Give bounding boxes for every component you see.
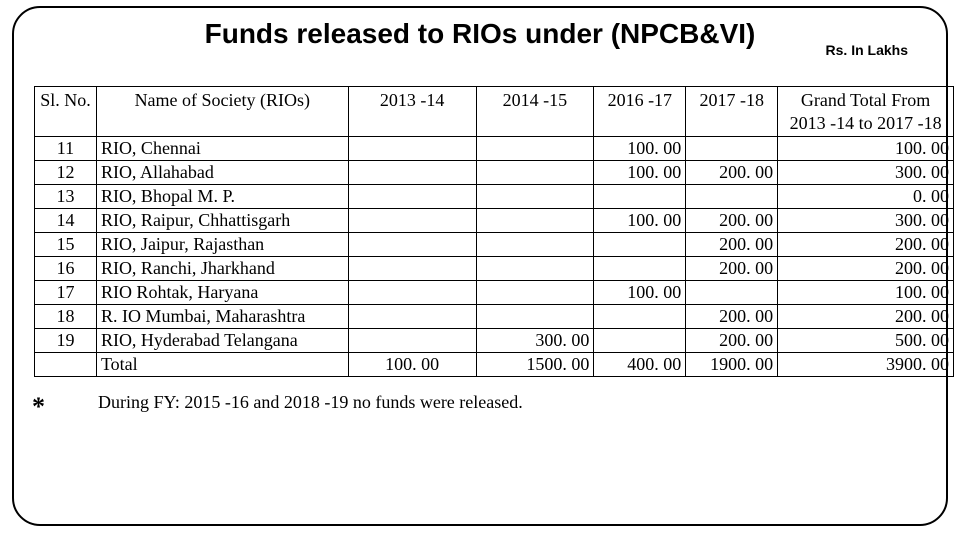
cell-2013-14 bbox=[348, 281, 476, 305]
cell-2017-18: 200. 00 bbox=[686, 209, 778, 233]
table-row: 18R. IO Mumbai, Maharashtra 200. 00200. 0… bbox=[35, 305, 954, 329]
table-row: 14RIO, Raipur, Chhattisgarh 100. 00200. 0… bbox=[35, 209, 954, 233]
cell-total-2017-18: 1900. 00 bbox=[686, 353, 778, 377]
cell-name: RIO, Ranchi, Jharkhand bbox=[96, 257, 348, 281]
col-header-2017-18: 2017 -18 bbox=[686, 87, 778, 137]
cell-grand-total: 200. 00 bbox=[778, 257, 954, 281]
col-header-2013-14: 2013 -14 bbox=[348, 87, 476, 137]
col-header-grand-total: Grand Total From 2013 -14 to 2017 -18 bbox=[778, 87, 954, 137]
cell-slno: 18 bbox=[35, 305, 97, 329]
cell-slno: 15 bbox=[35, 233, 97, 257]
cell-name: RIO, Raipur, Chhattisgarh bbox=[96, 209, 348, 233]
cell-2014-15 bbox=[476, 209, 594, 233]
page-title: Funds released to RIOs under (NPCB&VI) bbox=[14, 18, 946, 50]
table-row: 15RIO, Jaipur, Rajasthan 200. 00200. 00 bbox=[35, 233, 954, 257]
cell-2017-18 bbox=[686, 185, 778, 209]
footnote-text: During FY: 2015 -16 and 2018 -19 no fund… bbox=[98, 392, 523, 413]
cell-2017-18: 200. 00 bbox=[686, 305, 778, 329]
slide-frame: Funds released to RIOs under (NPCB&VI) R… bbox=[12, 6, 948, 526]
footnote-marker: * bbox=[32, 392, 45, 422]
cell-grand-total: 0. 00 bbox=[778, 185, 954, 209]
table-body: 11RIO, Chennai100. 00100. 0012RIO, Allah… bbox=[35, 137, 954, 377]
table-row: 11RIO, Chennai 100. 00 100. 00 bbox=[35, 137, 954, 161]
cell-name: RIO, Chennai bbox=[96, 137, 348, 161]
table-row: 19RIO, Hyderabad Telangana 300. 00 200. 00… bbox=[35, 329, 954, 353]
cell-grand-total: 300. 00 bbox=[778, 209, 954, 233]
col-header-slno: Sl. No. bbox=[35, 87, 97, 137]
cell-name: RIO, Allahabad bbox=[96, 161, 348, 185]
cell-2017-18 bbox=[686, 281, 778, 305]
table-header-row: Sl. No. Name of Society (RIOs) 2013 -14 … bbox=[35, 87, 954, 137]
cell-2017-18 bbox=[686, 137, 778, 161]
table-row: 17RIO Rohtak, Haryana 100. 00 100. 00 bbox=[35, 281, 954, 305]
cell-slno: 12 bbox=[35, 161, 97, 185]
cell-2016-17: 100. 00 bbox=[594, 209, 686, 233]
table-total-row: Total100. 001500. 00400. 001900. 003900.… bbox=[35, 353, 954, 377]
cell-2017-18: 200. 00 bbox=[686, 257, 778, 281]
cell-2016-17 bbox=[594, 185, 686, 209]
table-row: 16RIO, Ranchi, Jharkhand 200. 00200. 00 bbox=[35, 257, 954, 281]
cell-2016-17: 100. 00 bbox=[594, 281, 686, 305]
cell-2013-14 bbox=[348, 185, 476, 209]
cell-slno: 16 bbox=[35, 257, 97, 281]
cell-slno: 14 bbox=[35, 209, 97, 233]
cell-2016-17: 100. 00 bbox=[594, 137, 686, 161]
cell-total-2016-17: 400. 00 bbox=[594, 353, 686, 377]
unit-subtitle: Rs. In Lakhs bbox=[826, 42, 908, 58]
cell-2017-18: 200. 00 bbox=[686, 329, 778, 353]
cell-slno: 19 bbox=[35, 329, 97, 353]
funds-table: Sl. No. Name of Society (RIOs) 2013 -14 … bbox=[34, 86, 954, 377]
cell-grand-total: 500. 00 bbox=[778, 329, 954, 353]
cell-2013-14 bbox=[348, 209, 476, 233]
cell-total-2013-14: 100. 00 bbox=[348, 353, 476, 377]
cell-total-grand: 3900. 00 bbox=[778, 353, 954, 377]
cell-name: RIO, Jaipur, Rajasthan bbox=[96, 233, 348, 257]
cell-2017-18: 200. 00 bbox=[686, 161, 778, 185]
cell-2014-15 bbox=[476, 185, 594, 209]
col-header-2016-17: 2016 -17 bbox=[594, 87, 686, 137]
cell-grand-total: 100. 00 bbox=[778, 281, 954, 305]
cell-name: RIO, Bhopal M. P. bbox=[96, 185, 348, 209]
col-header-name: Name of Society (RIOs) bbox=[96, 87, 348, 137]
cell-name: R. IO Mumbai, Maharashtra bbox=[96, 305, 348, 329]
cell-2013-14 bbox=[348, 329, 476, 353]
cell-2017-18: 200. 00 bbox=[686, 233, 778, 257]
cell-2013-14 bbox=[348, 137, 476, 161]
cell-2013-14 bbox=[348, 233, 476, 257]
cell-2016-17 bbox=[594, 329, 686, 353]
cell-2014-15: 300. 00 bbox=[476, 329, 594, 353]
cell-2013-14 bbox=[348, 305, 476, 329]
cell-name: RIO, Hyderabad Telangana bbox=[96, 329, 348, 353]
cell-slno: 17 bbox=[35, 281, 97, 305]
cell-2016-17 bbox=[594, 233, 686, 257]
table-row: 12RIO, Allahabad 100. 00200. 00300. 00 bbox=[35, 161, 954, 185]
cell-grand-total: 100. 00 bbox=[778, 137, 954, 161]
cell-2014-15 bbox=[476, 281, 594, 305]
cell-2014-15 bbox=[476, 257, 594, 281]
cell-2014-15 bbox=[476, 305, 594, 329]
cell-grand-total: 200. 00 bbox=[778, 233, 954, 257]
cell-slno bbox=[35, 353, 97, 377]
cell-2016-17: 100. 00 bbox=[594, 161, 686, 185]
col-header-2014-15: 2014 -15 bbox=[476, 87, 594, 137]
cell-2016-17 bbox=[594, 257, 686, 281]
cell-grand-total: 200. 00 bbox=[778, 305, 954, 329]
cell-name: RIO Rohtak, Haryana bbox=[96, 281, 348, 305]
cell-grand-total: 300. 00 bbox=[778, 161, 954, 185]
cell-2016-17 bbox=[594, 305, 686, 329]
cell-2013-14 bbox=[348, 257, 476, 281]
cell-total-2014-15: 1500. 00 bbox=[476, 353, 594, 377]
cell-2013-14 bbox=[348, 161, 476, 185]
cell-2014-15 bbox=[476, 161, 594, 185]
cell-slno: 11 bbox=[35, 137, 97, 161]
cell-total-label: Total bbox=[96, 353, 348, 377]
cell-slno: 13 bbox=[35, 185, 97, 209]
table-row: 13RIO, Bhopal M. P. 0. 00 bbox=[35, 185, 954, 209]
cell-2014-15 bbox=[476, 233, 594, 257]
cell-2014-15 bbox=[476, 137, 594, 161]
